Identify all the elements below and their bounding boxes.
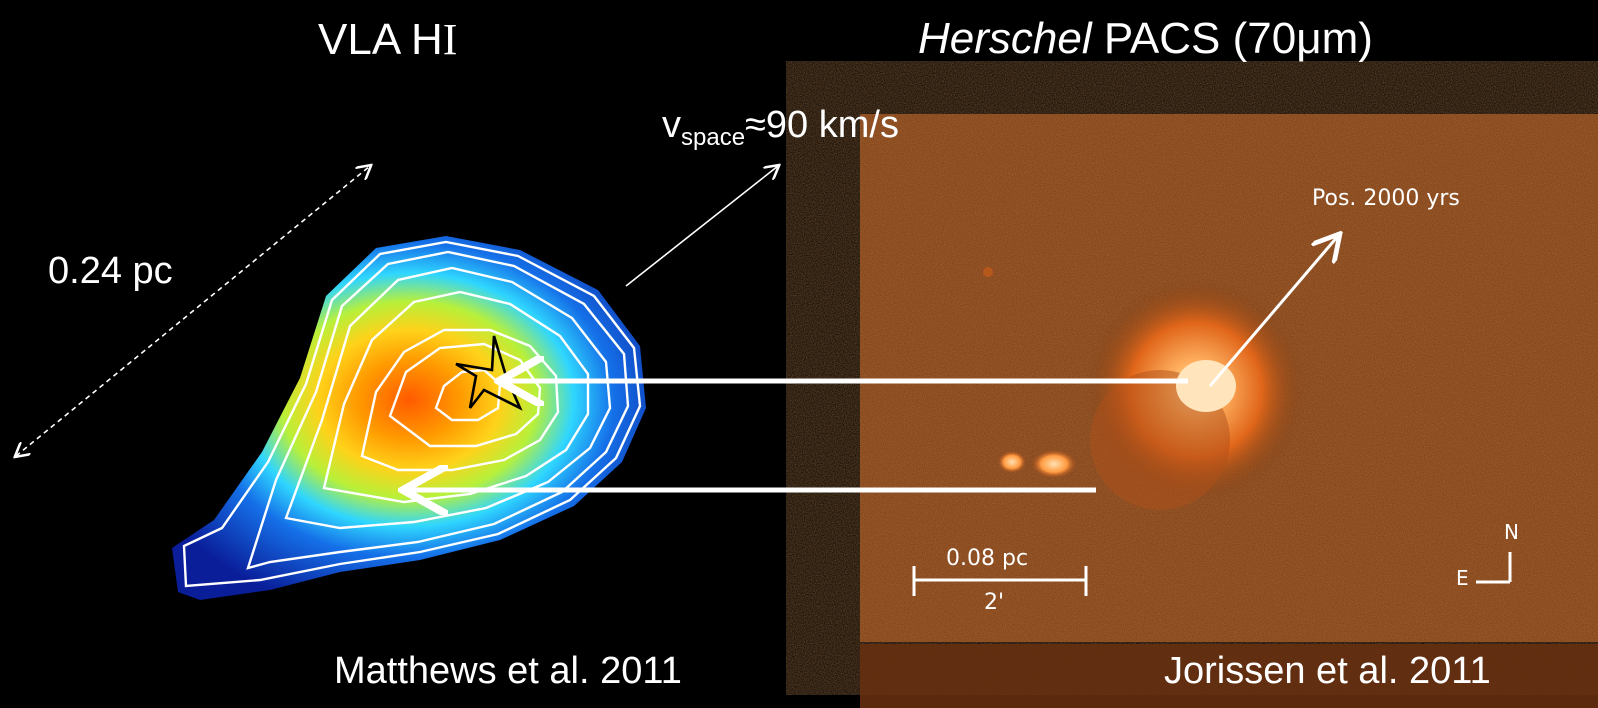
scale-arrow-left <box>16 166 370 456</box>
scale-bar-right <box>912 566 1088 596</box>
left-credit: Matthews et al. 2011 <box>334 650 682 692</box>
left-scale-label: 0.24 pc <box>48 250 173 292</box>
compass-north-label: N <box>1504 520 1519 544</box>
velocity-label: vspace≈90 km/s <box>662 104 899 151</box>
right-credit: Jorissen et al. 2011 <box>1164 650 1491 692</box>
herschel-image <box>860 114 1598 708</box>
right-scale-label: 0.08 pc <box>946 546 1029 571</box>
position-arrow <box>1208 236 1338 387</box>
position-label: Pos. 2000 yrs <box>1312 186 1460 211</box>
left-panel-title: VLA HI <box>318 15 458 64</box>
right-scale-arc-label: 2' <box>984 590 1005 615</box>
right-panel-title: Herschel PACS (70μm) <box>918 14 1373 63</box>
compass-east-label: E <box>1456 566 1469 590</box>
velocity-arrow <box>625 166 778 287</box>
hi-map <box>172 236 646 600</box>
compass-icon <box>1476 552 1512 584</box>
